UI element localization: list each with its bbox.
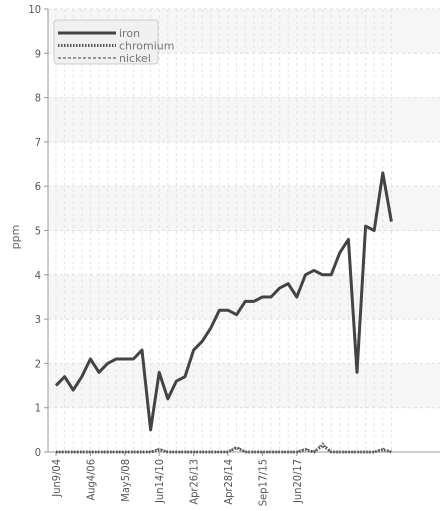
series-lines	[54, 171, 393, 454]
y-tick-label-1: 1	[35, 402, 41, 415]
legend-box	[53, 19, 159, 65]
series-chromium	[56, 443, 392, 454]
y-tick-label-5: 5	[35, 225, 41, 238]
y-tick-label-4: 4	[35, 269, 41, 282]
series-iron	[54, 171, 393, 432]
legend-label-iron: iron	[119, 27, 140, 40]
band-3	[48, 274, 440, 320]
legend-label-chromium: chromium	[119, 40, 175, 53]
band-0	[48, 407, 440, 452]
x-axis-ticks: Jun9/04 Aug4/06 May5/08 Jun14/10 Apr26/13 Apr…	[50, 452, 304, 506]
y-axis-label: ppm	[9, 225, 22, 250]
y-tick-label-10: 10	[28, 3, 41, 16]
series-nickel	[56, 442, 392, 453]
x-tick-label-1: Aug4/06	[84, 459, 97, 501]
plot-background	[48, 9, 440, 452]
y-tick-label-7: 7	[35, 136, 41, 149]
y-tick-label-2: 2	[35, 357, 41, 370]
x-tick-label-3: Jun14/10	[153, 459, 166, 504]
band-2	[48, 319, 440, 364]
x-tick-label-4: Apr26/13	[188, 459, 201, 505]
band-1	[48, 363, 440, 408]
y-tick-label-8: 8	[35, 92, 41, 105]
legend-label-nickel: nickel	[119, 52, 151, 65]
band-7	[48, 97, 440, 142]
x-tick-label-0: Jun9/04	[50, 459, 63, 498]
y-axis-ticks: 0 1 2 3 4 5 6 7 8 9 10	[28, 3, 48, 459]
band-4	[48, 230, 440, 275]
x-tick-label-2: May5/08	[119, 459, 132, 502]
y-tick-label-6: 6	[35, 180, 41, 193]
x-tick-label-5: Apr28/14	[222, 459, 235, 505]
y-tick-label-3: 3	[35, 313, 41, 326]
y-tick-label-0: 0	[35, 446, 41, 459]
y-tick-label-9: 9	[35, 47, 41, 60]
x-tick-label-6: Sep17/15	[256, 459, 269, 506]
x-tick-label-7: Jun20/17	[291, 459, 304, 504]
